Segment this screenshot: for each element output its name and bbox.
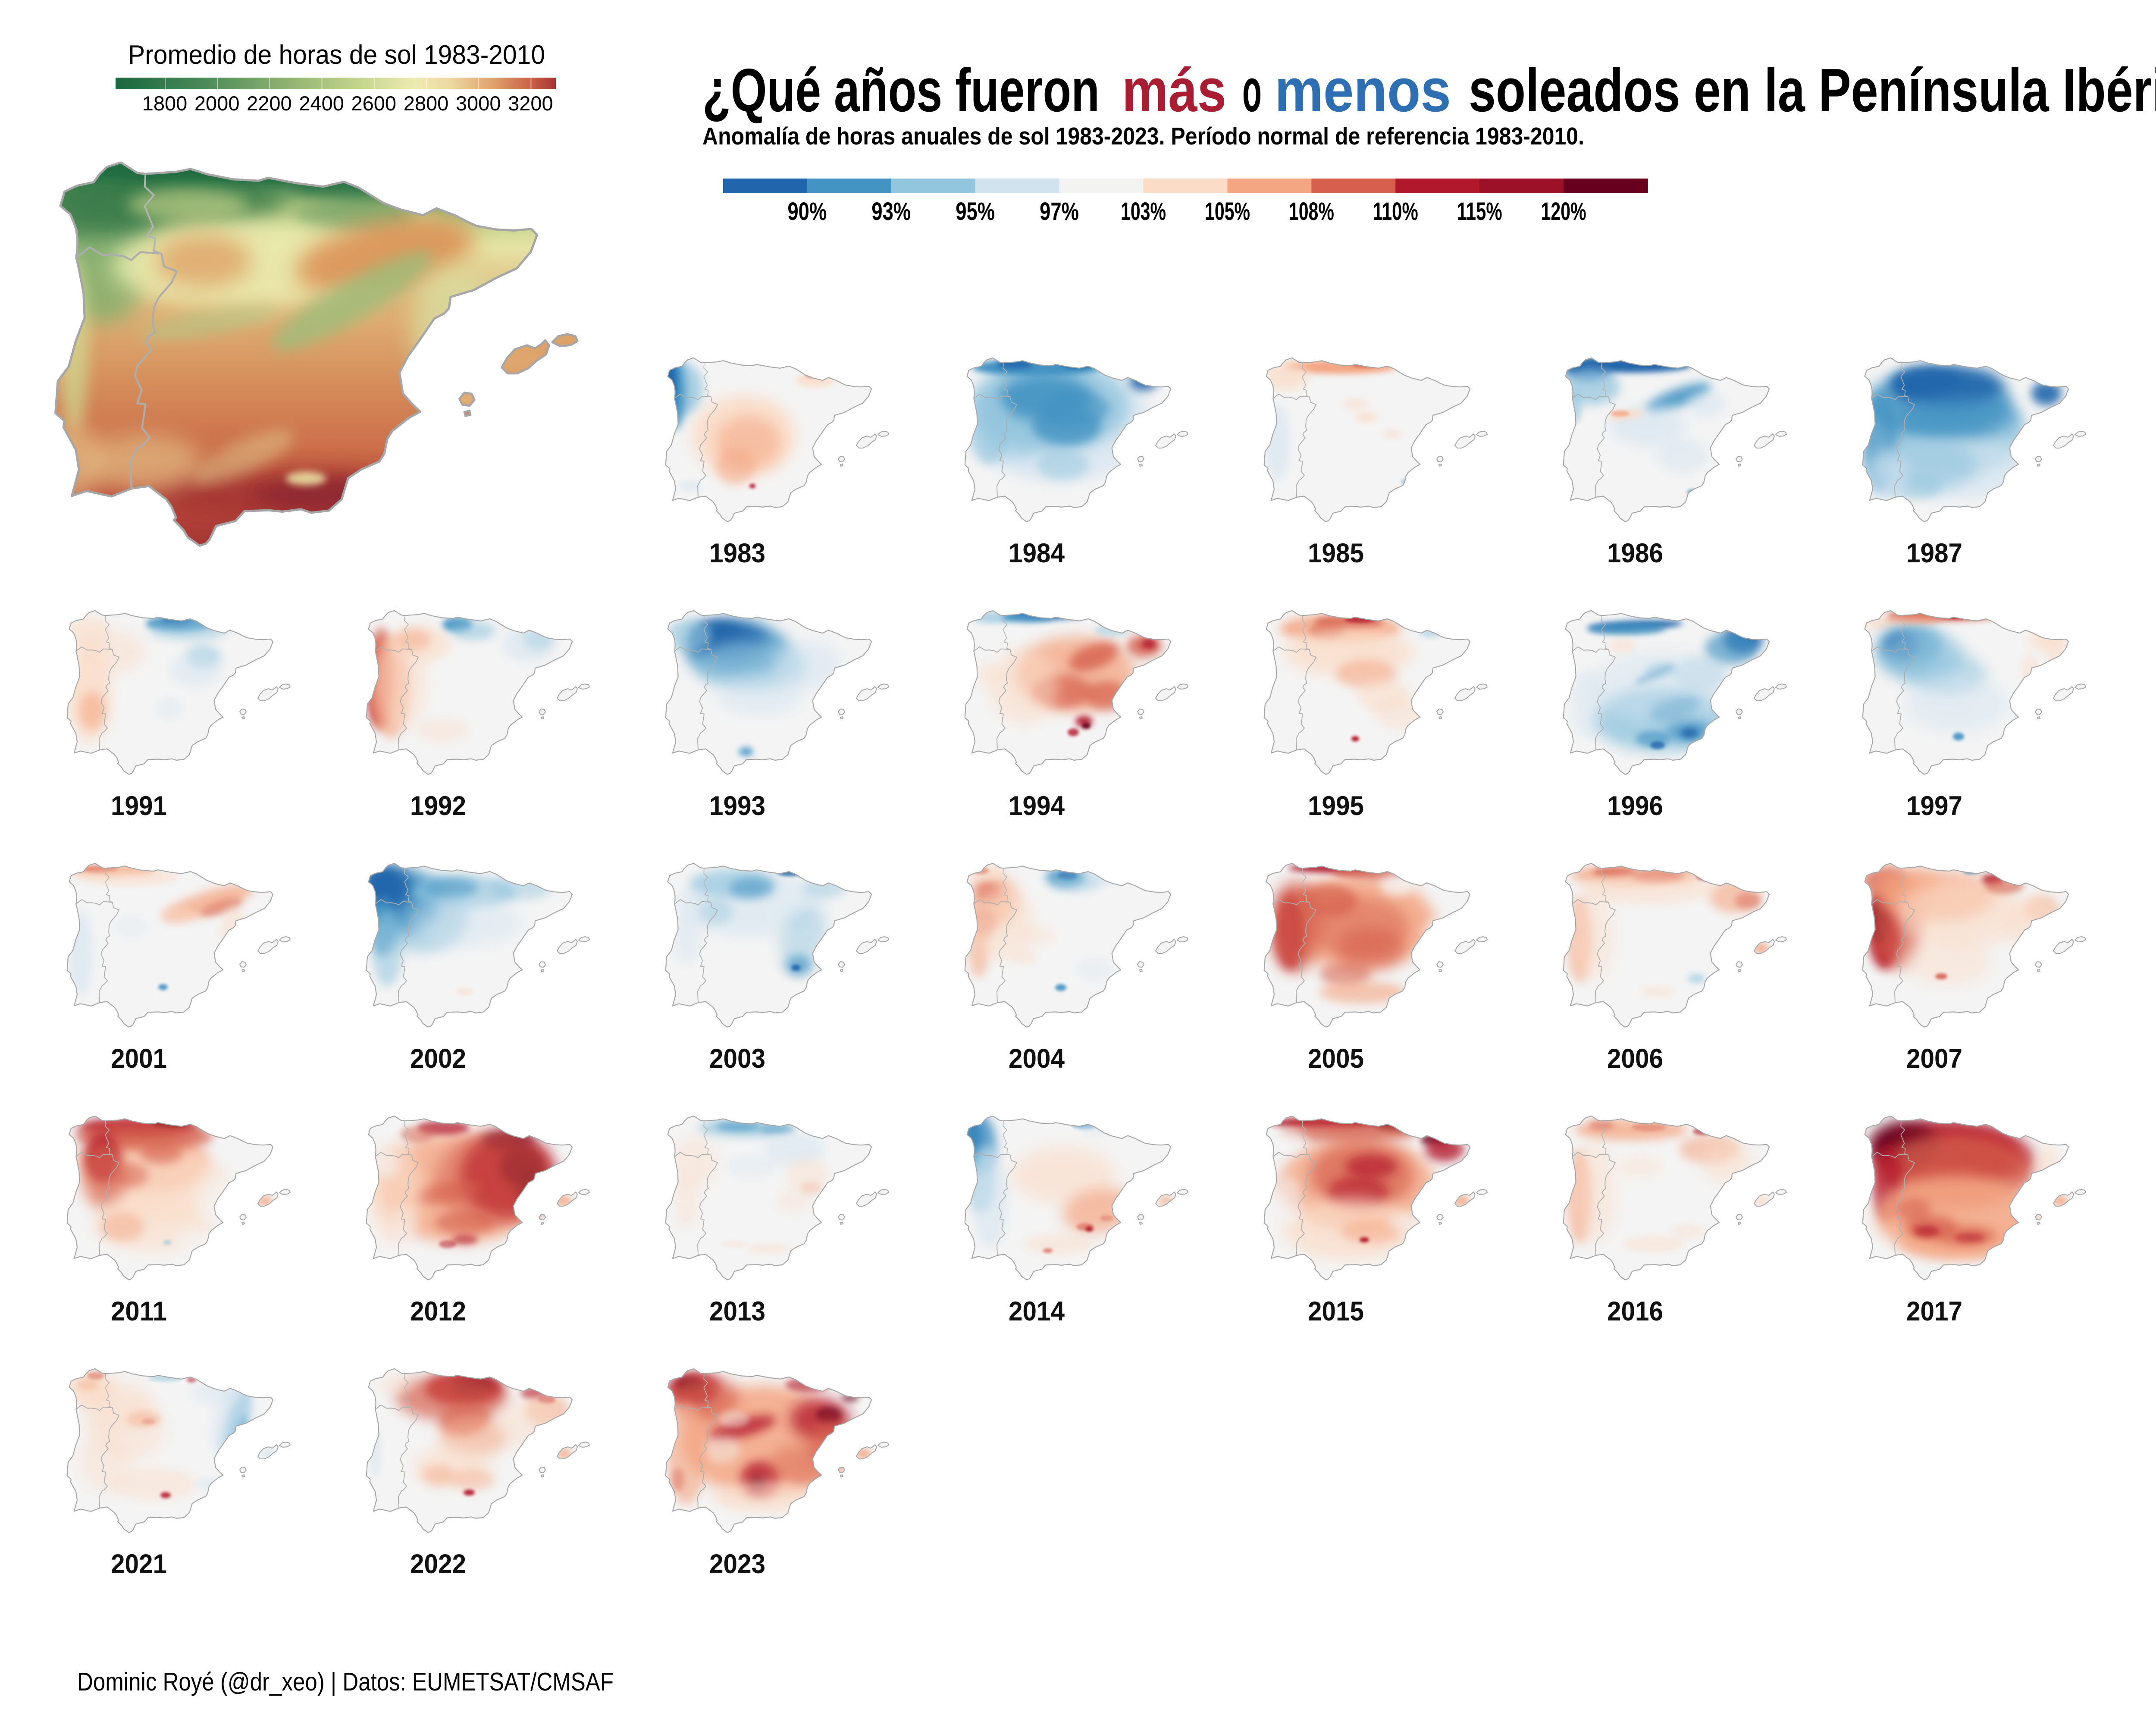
svg-text:menos: menos: [1275, 56, 1451, 125]
svg-text:2017: 2017: [1906, 1296, 1962, 1327]
svg-text:105%: 105%: [1205, 198, 1250, 226]
svg-text:2200: 2200: [247, 92, 292, 115]
svg-text:2022: 2022: [410, 1549, 466, 1579]
svg-text:2001: 2001: [111, 1044, 167, 1074]
svg-text:1983: 1983: [709, 538, 765, 568]
svg-text:3200: 3200: [508, 92, 553, 115]
svg-text:2021: 2021: [111, 1549, 167, 1579]
svg-text:90%: 90%: [787, 198, 827, 226]
svg-text:2006: 2006: [1607, 1044, 1663, 1074]
svg-text:2007: 2007: [1906, 1044, 1962, 1074]
svg-text:2600: 2600: [351, 92, 397, 115]
svg-text:97%: 97%: [1040, 198, 1079, 226]
svg-text:2002: 2002: [410, 1044, 466, 1074]
svg-text:3000: 3000: [456, 92, 501, 115]
svg-text:2023: 2023: [709, 1549, 765, 1579]
svg-text:120%: 120%: [1541, 198, 1586, 226]
svg-text:2000: 2000: [194, 92, 240, 115]
svg-text:110%: 110%: [1373, 198, 1418, 226]
svg-text:¿Qué años fueron: ¿Qué años fueron: [702, 56, 1100, 125]
svg-text:2013: 2013: [709, 1296, 765, 1327]
svg-text:1992: 1992: [410, 791, 466, 821]
svg-text:1985: 1985: [1308, 538, 1364, 568]
svg-text:2800: 2800: [404, 92, 449, 115]
svg-text:2015: 2015: [1308, 1296, 1364, 1327]
svg-text:1995: 1995: [1308, 791, 1364, 821]
svg-text:2012: 2012: [410, 1296, 466, 1327]
svg-text:1997: 1997: [1906, 791, 1962, 821]
svg-text:2016: 2016: [1607, 1296, 1663, 1327]
svg-text:2003: 2003: [709, 1044, 765, 1074]
svg-text:1987: 1987: [1906, 538, 1962, 568]
svg-text:1800: 1800: [142, 92, 188, 115]
svg-text:103%: 103%: [1121, 198, 1166, 226]
svg-text:Anomalía de horas anuales de s: Anomalía de horas anuales de sol 1983-20…: [702, 122, 1584, 150]
svg-text:1986: 1986: [1607, 538, 1663, 568]
svg-text:Promedio de horas de sol 1983-: Promedio de horas de sol 1983-2010: [128, 40, 545, 70]
svg-text:2004: 2004: [1009, 1044, 1065, 1074]
svg-text:93%: 93%: [871, 198, 911, 226]
svg-text:1994: 1994: [1009, 791, 1065, 821]
svg-text:1984: 1984: [1009, 538, 1065, 568]
svg-text:2005: 2005: [1308, 1044, 1364, 1074]
svg-text:soleados en la Península Ibéri: soleados en la Península Ibérica?: [1469, 56, 2156, 125]
svg-text:2400: 2400: [299, 92, 344, 115]
svg-text:2011: 2011: [111, 1296, 167, 1327]
svg-text:1996: 1996: [1607, 791, 1663, 821]
svg-text:1993: 1993: [709, 791, 765, 821]
svg-text:2014: 2014: [1009, 1296, 1065, 1327]
svg-text:o: o: [1242, 56, 1262, 125]
svg-text:115%: 115%: [1457, 198, 1502, 226]
svg-text:95%: 95%: [956, 198, 995, 226]
svg-text:Dominic Royé (@dr_xeo) | Datos: Dominic Royé (@dr_xeo) | Datos: EUMETSAT…: [77, 1668, 614, 1696]
svg-text:1991: 1991: [111, 791, 167, 821]
svg-text:108%: 108%: [1289, 198, 1334, 226]
svg-text:más: más: [1122, 56, 1226, 125]
